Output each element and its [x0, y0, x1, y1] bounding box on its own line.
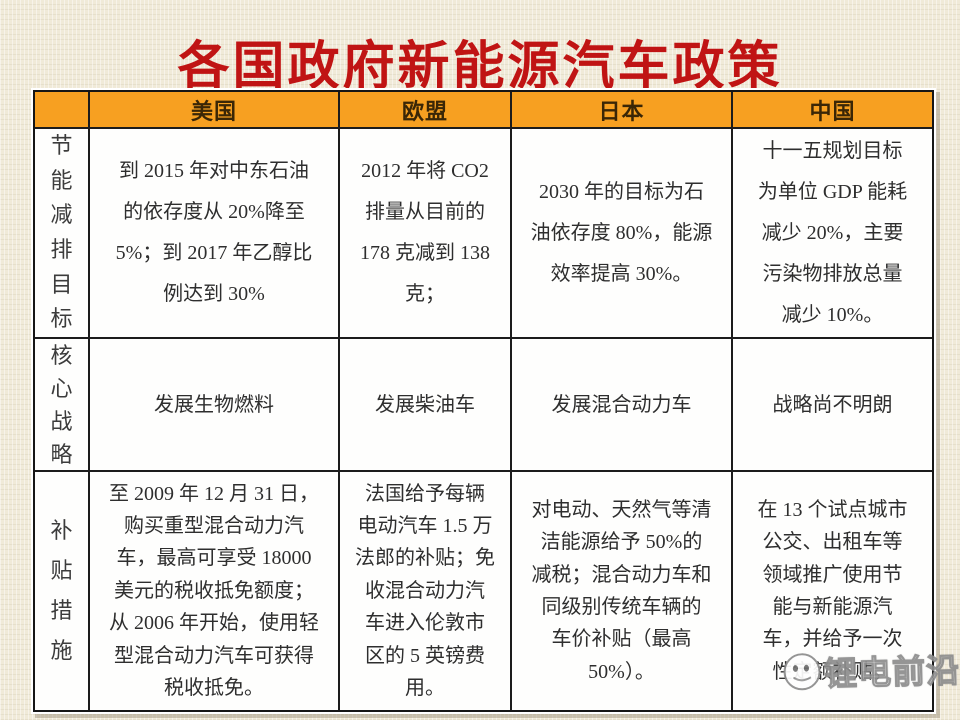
cell-eu-emission-targets: 2012 年将 CO2 排量从目前的 178 克减到 138 克；	[340, 129, 512, 339]
header-cell-usa: 美国	[90, 92, 340, 129]
policy-table-frame: 美国 欧盟 日本 中国 节 能 减 排 目 标 到 2015 年对中东石油 的依…	[31, 88, 936, 714]
cell-china-emission-targets: 十一五规划目标 为单位 GDP 能耗 减少 20%，主要 污染物排放总量 减少 …	[733, 129, 932, 339]
cell-japan-core-strategy: 发展混合动力车	[512, 339, 733, 472]
cell-china-subsidy-measures: 在 13 个试点城市 公交、出租车等 领域推广使用节 能与新能源汽 车，并给予一…	[757, 498, 908, 683]
cell-usa-emission-targets: 到 2015 年对中东石油 的依存度从 20%降至 5%；到 2017 年乙醇比…	[90, 129, 340, 339]
header-cell-eu: 欧盟	[340, 92, 512, 129]
header-cell-corner	[35, 92, 90, 129]
page-title: 各国政府新能源汽车政策	[177, 36, 783, 97]
cell-eu-core-strategy: 发展柴油车	[340, 339, 512, 472]
cell-japan-emission-targets: 2030 年的目标为石 油依存度 80%，能源 效率提高 30%。	[512, 129, 733, 339]
cell-china-core-strategy: 战略尚不明朗	[733, 339, 932, 472]
cell-usa-subsidy-measures: 至 2009 年 12 月 31 日， 购买重型混合动力汽 车，最高可享受 18…	[90, 472, 340, 710]
row-label-subsidy-measures: 补 贴 措 施	[35, 472, 90, 710]
header-cell-japan: 日本	[512, 92, 733, 129]
cell-eu-subsidy-measures: 法国给予每辆 电动汽车 1.5 万 法郎的补贴；免 收混合动力汽 车进入伦敦市 …	[340, 472, 512, 710]
row-label-core-strategy: 核 心 战 略	[35, 339, 90, 472]
cell-usa-core-strategy: 发展生物燃料	[90, 339, 340, 472]
header-cell-china: 中国	[733, 92, 932, 129]
row-label-emission-targets: 节 能 减 排 目 标	[35, 129, 90, 339]
cell-japan-subsidy-measures: 对电动、天然气等清 洁能源给予 50%的 减税；混合动力车和 同级别传统车辆的 …	[512, 472, 733, 710]
policy-comparison-table: 美国 欧盟 日本 中国 节 能 减 排 目 标 到 2015 年对中东石油 的依…	[33, 90, 934, 712]
